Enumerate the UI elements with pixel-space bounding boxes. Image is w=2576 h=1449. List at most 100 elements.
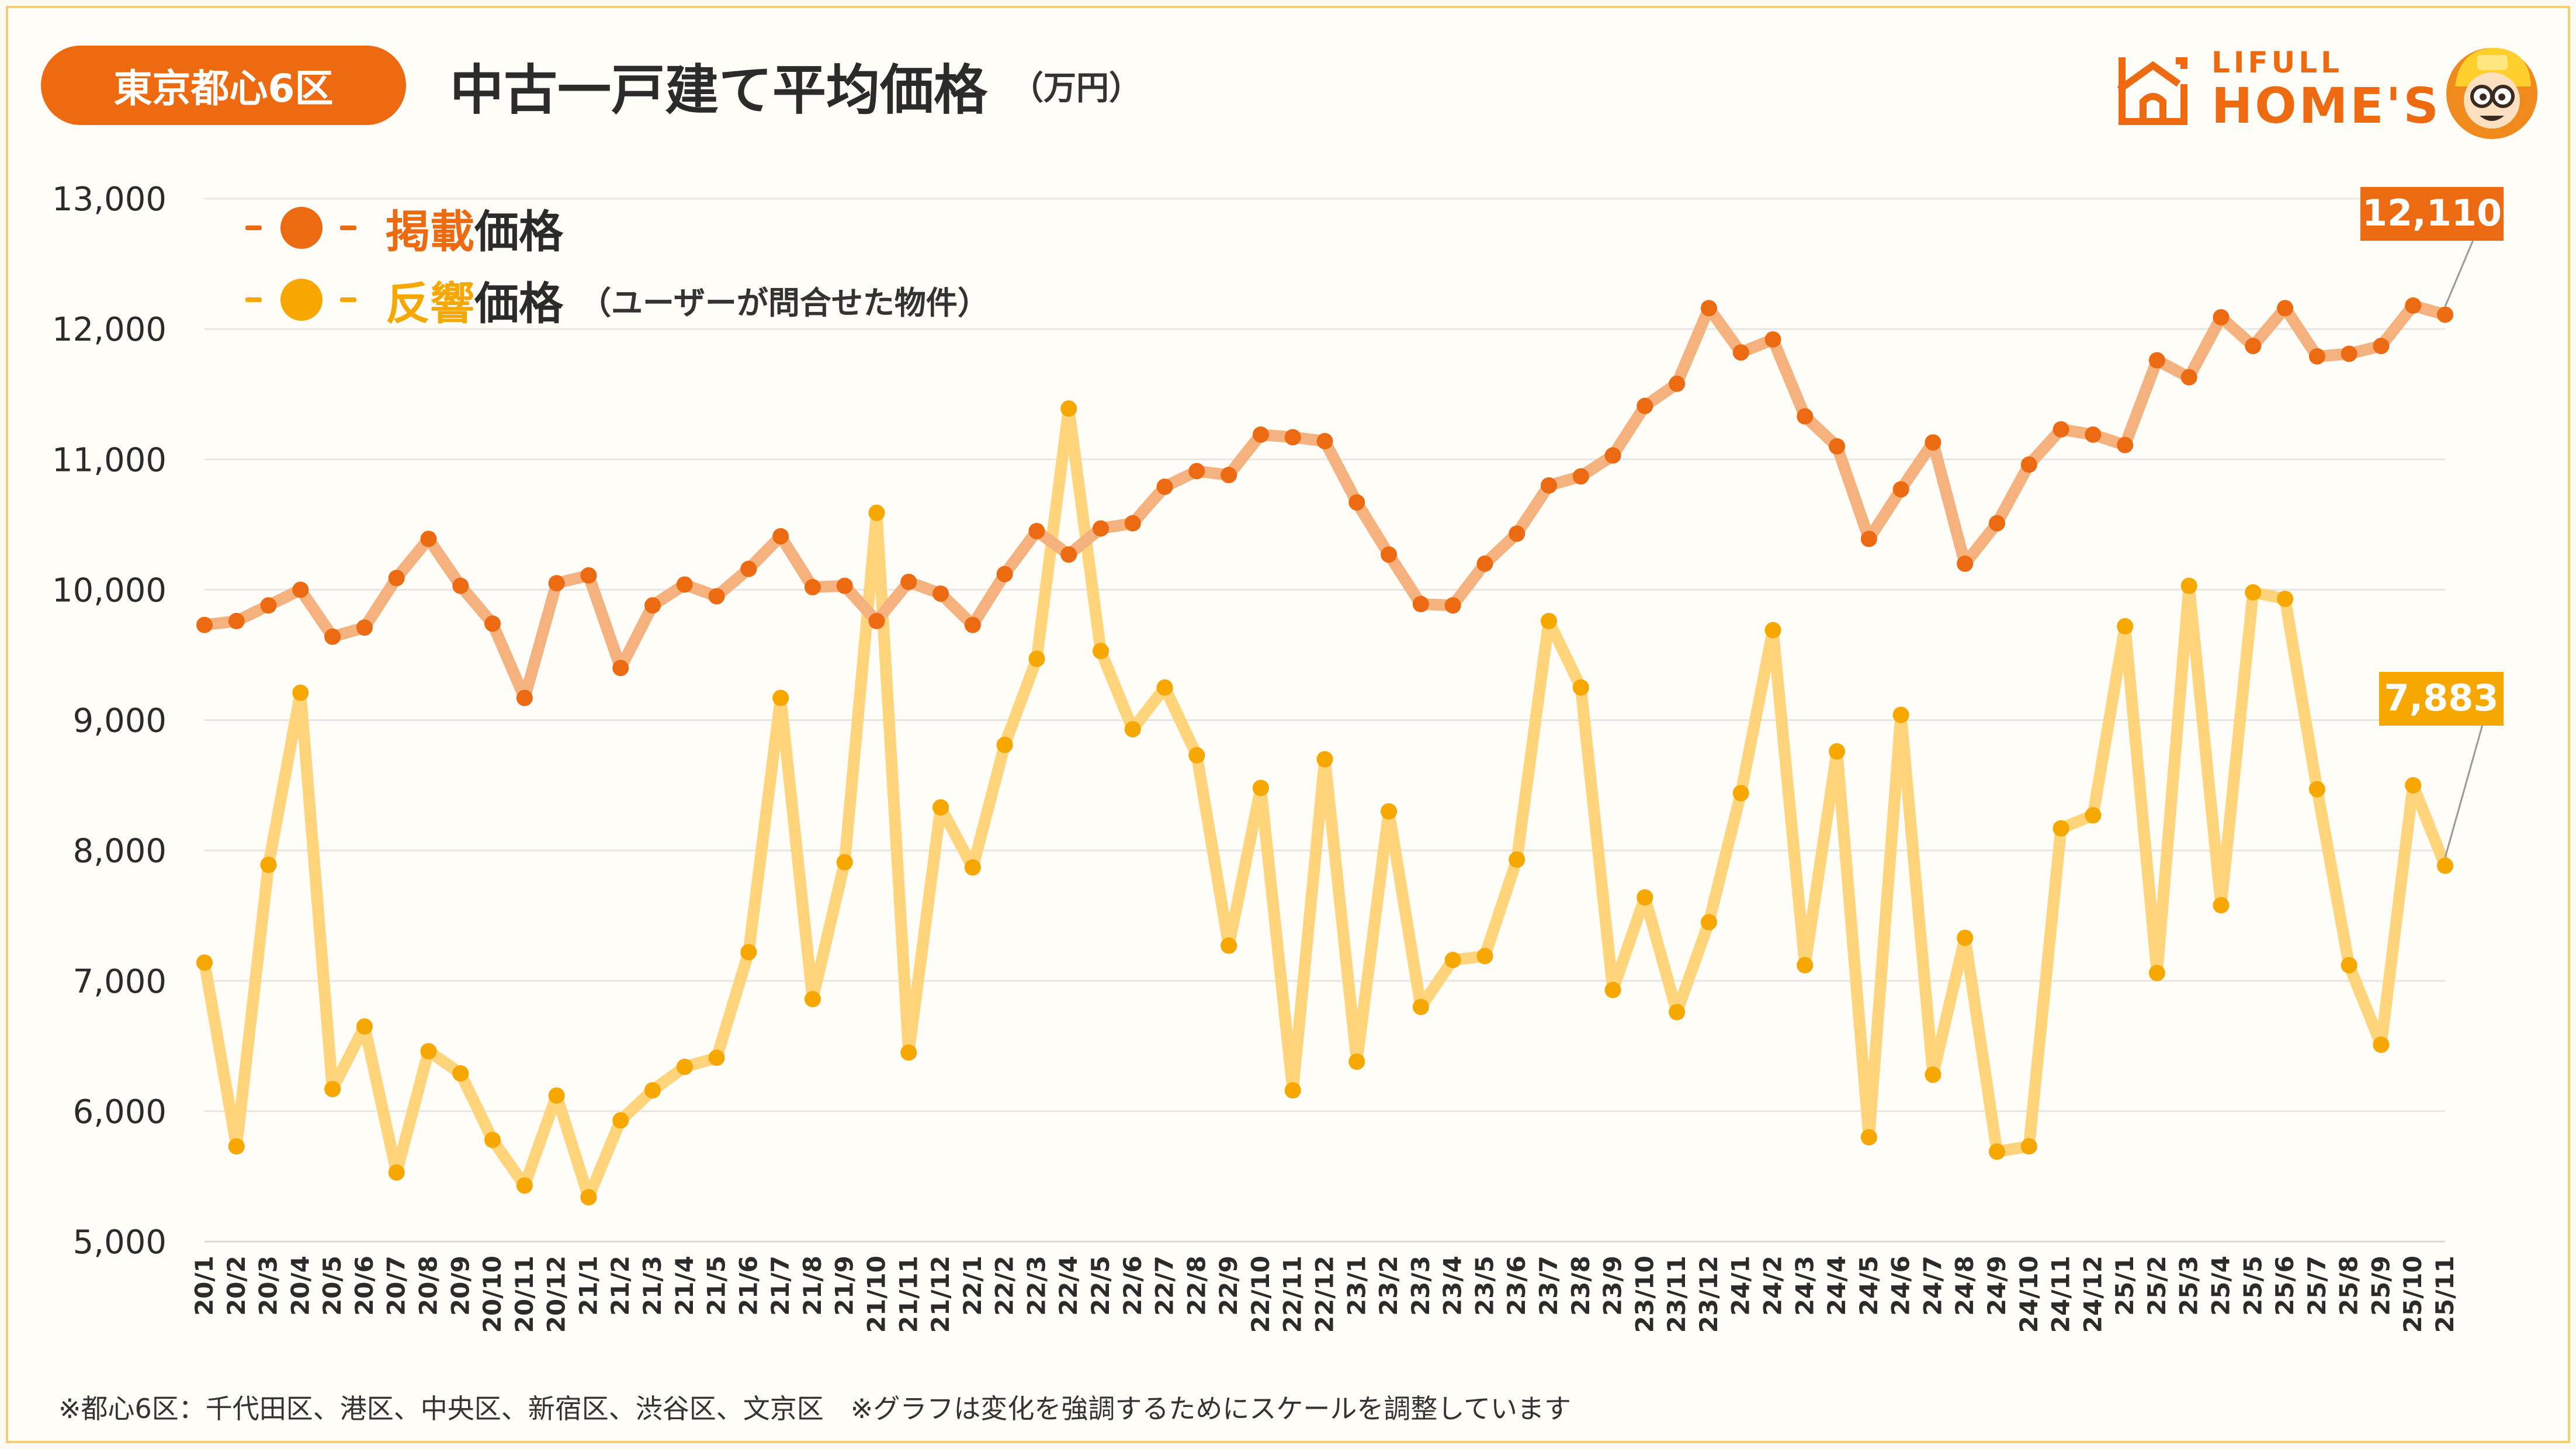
x-tick-label: 25/11 <box>2431 1256 2459 1333</box>
x-tick-label: 21/7 <box>766 1256 795 1316</box>
data-point-inquiry <box>2213 897 2230 914</box>
data-point-listing <box>324 628 341 645</box>
legend-item-inquiry: 反響価格 （ユーザーが問合せた物件） <box>245 268 989 332</box>
data-point-listing <box>1412 595 1429 612</box>
data-point-inquiry <box>644 1082 661 1099</box>
data-point-inquiry <box>1829 743 1846 760</box>
x-tick-label: 20/3 <box>254 1256 283 1316</box>
y-tick-label: 13,000 <box>52 181 167 219</box>
data-point-inquiry <box>484 1131 501 1148</box>
data-point-listing <box>292 581 309 598</box>
data-point-listing <box>1669 375 1686 392</box>
legend-item-listing: 掲載価格 <box>245 196 563 260</box>
x-tick-label: 25/6 <box>2270 1256 2299 1316</box>
data-point-inquiry <box>388 1164 405 1181</box>
data-point-listing <box>580 567 597 584</box>
x-tick-label: 22/9 <box>1214 1256 1243 1316</box>
x-tick-label: 22/7 <box>1150 1256 1179 1316</box>
x-tick-label: 22/1 <box>958 1256 987 1316</box>
x-tick-label: 21/4 <box>670 1256 699 1316</box>
data-point-listing <box>676 576 693 593</box>
data-point-listing <box>1604 447 1621 464</box>
data-point-listing <box>612 660 629 677</box>
end-label-listing: 12,110 <box>2362 192 2502 234</box>
data-point-listing <box>932 585 949 602</box>
data-point-inquiry <box>612 1112 629 1129</box>
data-point-inquiry <box>1093 643 1109 660</box>
data-point-inquiry <box>548 1087 565 1104</box>
data-point-inquiry <box>676 1059 693 1076</box>
data-point-listing <box>420 531 437 547</box>
data-point-inquiry <box>932 799 949 816</box>
x-tick-label: 23/7 <box>1534 1256 1563 1316</box>
data-point-inquiry <box>2180 577 2197 594</box>
data-point-inquiry <box>1284 1082 1301 1099</box>
data-point-inquiry <box>772 689 789 706</box>
x-tick-label: 21/11 <box>894 1256 923 1333</box>
x-tick-label: 20/2 <box>222 1256 251 1316</box>
x-tick-label: 25/7 <box>2303 1256 2331 1316</box>
footnote: ※都心6区：千代田区、港区、中央区、新宿区、渋谷区、文京区 ※グラフは変化を強調… <box>58 1393 1571 1424</box>
data-point-listing <box>2053 421 2069 438</box>
x-tick-label: 23/5 <box>1470 1256 1499 1316</box>
data-point-listing <box>2180 369 2197 386</box>
x-tick-label: 20/10 <box>478 1256 507 1333</box>
data-point-inquiry <box>740 944 757 961</box>
x-tick-label: 21/5 <box>702 1256 731 1316</box>
x-tick-label: 23/2 <box>1374 1256 1403 1316</box>
data-point-inquiry <box>324 1080 341 1097</box>
x-tick-label: 20/5 <box>318 1256 346 1316</box>
data-point-inquiry <box>996 736 1013 753</box>
data-point-listing <box>740 560 757 577</box>
y-tick-label: 12,000 <box>52 311 167 349</box>
data-point-inquiry <box>708 1049 725 1066</box>
data-point-listing <box>196 616 213 633</box>
data-point-listing <box>1093 520 1109 537</box>
data-point-inquiry <box>1509 851 1526 868</box>
data-point-inquiry <box>1476 948 1493 965</box>
x-tick-label: 25/1 <box>2110 1256 2139 1316</box>
data-point-inquiry <box>580 1189 597 1206</box>
data-point-listing <box>1028 522 1045 539</box>
data-point-inquiry <box>1797 956 1814 973</box>
data-point-inquiry <box>1252 779 1269 796</box>
data-point-inquiry <box>1860 1129 1877 1146</box>
x-tick-label: 23/9 <box>1599 1256 1627 1316</box>
data-point-inquiry <box>1892 706 1909 723</box>
data-point-inquiry <box>868 504 885 521</box>
data-point-inquiry <box>1381 803 1398 820</box>
x-tick-label: 21/6 <box>734 1256 762 1316</box>
data-point-listing <box>1444 597 1461 614</box>
data-point-inquiry <box>1669 1004 1686 1021</box>
data-point-inquiry <box>1572 679 1589 696</box>
data-point-listing <box>1284 429 1301 446</box>
x-tick-label: 20/9 <box>446 1256 474 1316</box>
x-tick-label: 25/4 <box>2207 1256 2235 1316</box>
x-tick-label: 21/2 <box>606 1256 635 1316</box>
data-point-listing <box>2341 345 2357 362</box>
x-tick-label: 20/11 <box>510 1256 539 1333</box>
x-tick-label: 22/10 <box>1246 1256 1275 1333</box>
x-tick-label: 24/12 <box>2078 1256 2107 1333</box>
x-tick-label: 24/3 <box>1790 1256 1819 1316</box>
x-tick-label: 21/3 <box>638 1256 667 1316</box>
data-point-listing <box>1252 426 1269 443</box>
x-tick-label: 21/10 <box>862 1256 891 1333</box>
data-point-inquiry <box>1541 612 1557 629</box>
x-tick-label: 23/8 <box>1566 1256 1595 1316</box>
x-tick-label: 22/5 <box>1086 1256 1115 1316</box>
x-tick-label: 23/10 <box>1630 1256 1659 1333</box>
data-point-listing <box>356 619 373 636</box>
legend-marker-inquiry <box>245 279 356 321</box>
data-point-listing <box>1892 481 1909 498</box>
mascot-icon <box>2446 47 2537 139</box>
data-point-inquiry <box>1124 721 1141 738</box>
y-tick-label: 11,000 <box>52 441 167 479</box>
x-tick-label: 22/8 <box>1182 1256 1211 1316</box>
x-tick-label: 24/7 <box>1918 1256 1947 1316</box>
legend-marker-listing <box>245 207 356 249</box>
data-point-listing <box>996 566 1013 583</box>
page-title: 中古一戸建て平均価格 （万円） <box>450 46 1142 125</box>
logo-line1: LIFULL <box>2211 46 2343 79</box>
